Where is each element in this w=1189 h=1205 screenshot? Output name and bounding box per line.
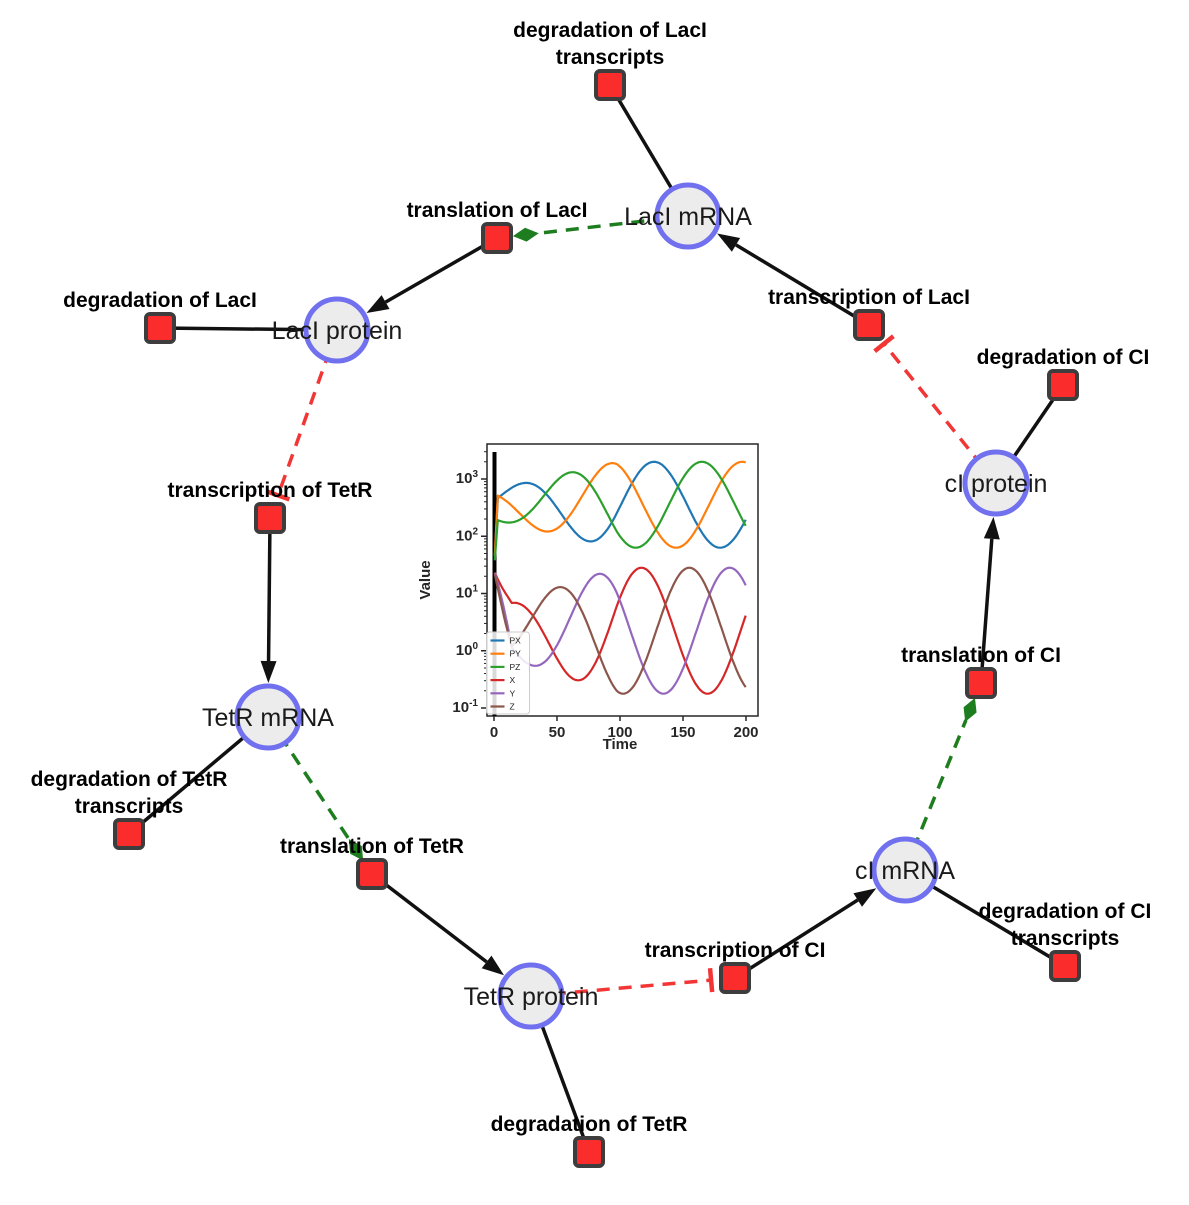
reaction-label-deg_ci_tx-line1: degradation of CI: [979, 900, 1152, 923]
reaction-label-deg_tetr-line1: degradation of TetR: [491, 1113, 688, 1136]
species-label-tetr_mrna: TetR mRNA: [202, 704, 334, 732]
species-node-laci_protein: [303, 296, 371, 364]
chart-series-Y-line: [493, 566, 747, 695]
chart-legend-label-Y: Y: [510, 688, 516, 698]
species-label-laci_mrna: LacI mRNA: [624, 203, 752, 231]
chart-legend-label-Z: Z: [510, 702, 515, 712]
reaction-label-transl_ci-line1: translation of CI: [901, 644, 1061, 667]
edge-tx_laci-to-laci_mrna: [735, 243, 870, 327]
nodes-layer: [113, 69, 1081, 1168]
reaction-node-deg_ci: [1047, 369, 1079, 401]
chart-series-PY-line: [493, 460, 747, 556]
reaction-node-transl_tetr: [356, 858, 388, 890]
reaction-label-transl_laci-line1: translation of LacI: [407, 199, 588, 222]
chart-series-X-line: [493, 566, 747, 695]
reaction-label-deg_tetr_tx-line2: transcripts: [75, 795, 184, 818]
chart-legend-box: [486, 631, 530, 715]
reaction-node-tx_ci: [719, 962, 751, 994]
chart-y-axis-label: Value: [417, 560, 434, 599]
chart-x-tick-label: 100: [607, 724, 632, 741]
reaction-node-deg_laci: [144, 312, 176, 344]
reaction-label-deg_tetr_tx-line1: degradation of TetR: [31, 768, 228, 791]
chart-y-tick-label: 101: [456, 584, 479, 602]
chart-legend-label-PY: PY: [510, 649, 522, 659]
chart-legend-label-PZ: PZ: [510, 662, 521, 672]
edge-laci_mrna-to-transl_laci-diamond: [512, 227, 539, 242]
chart-y-tick-label: 100: [456, 641, 479, 659]
reaction-node-transl_laci: [481, 222, 513, 254]
reaction-label-deg_laci-line1: degradation of LacI: [63, 289, 257, 312]
chart-series-PZ-line: [493, 460, 747, 561]
edge-tx_ci-to-ci_mrna: [734, 898, 859, 980]
chart-plot-frame: [486, 443, 759, 717]
chart-y-tick-label: 10-1: [452, 698, 478, 716]
chart-legend-label-PX: PX: [510, 636, 522, 646]
edge-transl_ci-to-ci_protein: [979, 538, 994, 684]
chart-legend-label-X: X: [510, 675, 516, 685]
reaction-node-transl_ci: [965, 667, 997, 699]
species-node-tetr_mrna: [234, 683, 302, 751]
labels-layer: degradation of LacI transcripts translatio…: [31, 19, 1152, 1136]
edge-transl_laci-to-laci_protein: [384, 236, 498, 304]
species-node-laci_mrna: [654, 182, 722, 250]
species-label-tetr_protein: TetR protein: [464, 983, 599, 1011]
species-node-ci_protein: [962, 449, 1030, 517]
chart-x-tick-label: 0: [490, 724, 498, 741]
reaction-node-tx_laci: [853, 309, 885, 341]
reaction-label-deg_laci_tx-line2: transcripts: [556, 46, 665, 69]
edge-transl_tetr-to-tetr_protein-arrowhead: [481, 955, 505, 976]
chart-y-tick-label: 102: [456, 526, 479, 544]
reaction-label-transl_tetr-line1: translation of TetR: [280, 835, 464, 858]
chart-y-tick-label: 103: [456, 469, 479, 487]
inset-chart: 0 50 100 150 200 10-1 100 101 102 103 PX PY PZ XYZ Ti…: [417, 443, 759, 753]
reaction-label-tx_ci-line1: transcription of CI: [645, 939, 826, 962]
species-node-tetr_protein: [497, 962, 565, 1030]
edge-ci_mrna-to-transl_ci-diamond: [963, 697, 977, 722]
reaction-node-tx_tetr: [254, 502, 286, 534]
chart-x-axis-label: Time: [603, 736, 638, 753]
reaction-label-tx_tetr-line1: transcription of TetR: [168, 479, 373, 502]
chart-x-tick-label: 150: [670, 724, 695, 741]
chart-series-PX-line: [493, 460, 747, 557]
edge-transl_laci-to-laci_protein-arrowhead: [366, 295, 390, 314]
reaction-label-tx_laci-line1: transcription of LacI: [768, 286, 970, 309]
edge-tx_laci-to-laci_mrna-arrowhead: [717, 233, 741, 252]
reaction-node-deg_tetr: [573, 1136, 605, 1168]
edge-transl_tetr-to-tetr_protein: [370, 872, 488, 964]
species-label-ci_mrna: cI mRNA: [855, 857, 955, 885]
reaction-node-deg_ci_tx: [1049, 950, 1081, 982]
edge-tetr_mrna-to-transl_tetr-diamond: [348, 838, 364, 861]
species-node-ci_mrna: [871, 836, 939, 904]
reaction-node-deg_tetr_tx: [113, 818, 145, 850]
reaction-label-deg_laci_tx-line1: degradation of LacI: [513, 19, 707, 42]
species-label-ci_protein: cI protein: [945, 470, 1048, 498]
edge-transl_ci-to-ci_protein-arrowhead: [983, 516, 1000, 540]
reaction-label-deg_ci-line1: degradation of CI: [977, 346, 1150, 369]
chart-series-Z-line: [493, 566, 747, 695]
edge-ci_protein-to-tx_laci-tee: [873, 334, 895, 353]
species-label-laci_protein: LacI protein: [272, 317, 403, 345]
chart-x-tick-label: 200: [733, 724, 758, 741]
chart-x-tick-label: 50: [549, 724, 566, 741]
edge-tx_tetr-to-tetr_mrna: [266, 517, 272, 662]
reaction-node-deg_laci_tx: [594, 69, 626, 101]
reaction-label-deg_ci_tx-line2: transcripts: [1011, 927, 1120, 950]
edge-tx_tetr-to-tetr_mrna-arrowhead: [260, 660, 277, 684]
edge-tx_ci-to-ci_mrna-arrowhead: [853, 888, 877, 907]
edge-laci_protein-to-tx_tetr-tee: [265, 489, 291, 502]
edge-tetr_protein-to-tx_ci-tee: [707, 967, 715, 993]
